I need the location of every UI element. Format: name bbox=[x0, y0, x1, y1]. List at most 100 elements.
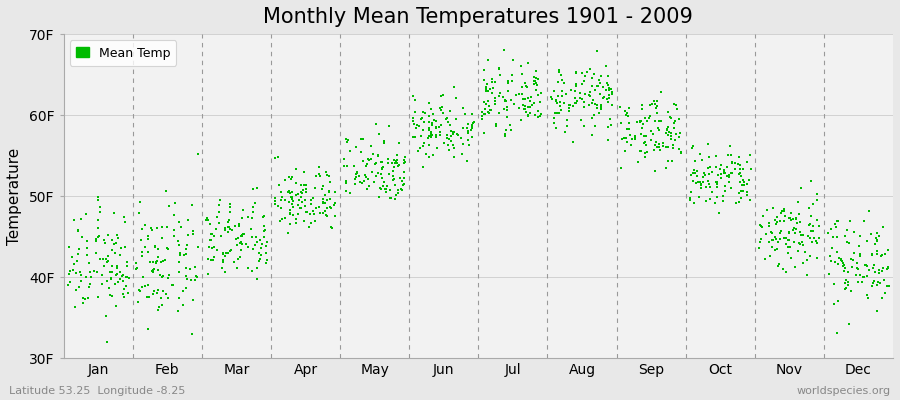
Point bbox=[303, 197, 318, 203]
Point bbox=[149, 290, 164, 296]
Point bbox=[656, 143, 670, 149]
Point bbox=[787, 216, 801, 222]
Point bbox=[492, 72, 507, 78]
Point bbox=[95, 271, 110, 278]
Point bbox=[569, 69, 583, 76]
Point bbox=[235, 232, 249, 238]
Point bbox=[233, 239, 248, 246]
Point bbox=[324, 224, 338, 230]
Point bbox=[253, 237, 267, 243]
Point bbox=[692, 193, 706, 200]
Point bbox=[477, 130, 491, 136]
Point bbox=[120, 262, 134, 269]
Point bbox=[534, 111, 548, 118]
Point bbox=[779, 241, 794, 247]
Point bbox=[274, 196, 288, 203]
Point bbox=[842, 240, 856, 246]
Point bbox=[503, 122, 517, 128]
Point bbox=[485, 90, 500, 96]
Point bbox=[664, 136, 679, 142]
Point bbox=[385, 160, 400, 166]
Point bbox=[84, 274, 98, 280]
Point bbox=[236, 207, 250, 214]
Point bbox=[395, 182, 410, 188]
Point bbox=[180, 242, 194, 248]
Point bbox=[592, 91, 607, 98]
Point bbox=[791, 248, 806, 255]
Point bbox=[362, 183, 376, 189]
Point bbox=[257, 234, 272, 240]
Point bbox=[787, 239, 801, 245]
Point bbox=[734, 172, 748, 179]
Point bbox=[378, 185, 392, 192]
Point bbox=[179, 251, 194, 257]
Point bbox=[62, 279, 77, 285]
Point bbox=[243, 226, 257, 233]
Point bbox=[770, 218, 785, 225]
Point bbox=[768, 233, 782, 240]
Point bbox=[417, 140, 431, 147]
Point bbox=[548, 98, 562, 105]
Point bbox=[781, 229, 796, 235]
Point bbox=[232, 240, 247, 246]
Point bbox=[562, 108, 577, 114]
Point bbox=[416, 109, 430, 115]
Point bbox=[792, 240, 806, 246]
Point bbox=[869, 234, 884, 241]
Point bbox=[765, 236, 779, 243]
Point bbox=[235, 214, 249, 221]
Point bbox=[653, 89, 668, 96]
Point bbox=[365, 151, 380, 157]
Point bbox=[282, 199, 296, 205]
Point bbox=[321, 188, 336, 194]
Point bbox=[217, 224, 231, 231]
Point bbox=[237, 231, 251, 238]
Point bbox=[660, 127, 674, 133]
Point bbox=[880, 266, 895, 272]
Point bbox=[577, 122, 591, 129]
Point bbox=[844, 288, 859, 294]
Point bbox=[514, 63, 528, 69]
Point bbox=[776, 266, 790, 272]
Point bbox=[522, 98, 536, 104]
Point bbox=[842, 217, 857, 224]
Point bbox=[267, 195, 282, 201]
Point bbox=[555, 92, 570, 99]
Point bbox=[782, 244, 796, 251]
Point bbox=[523, 94, 537, 100]
Point bbox=[614, 165, 628, 171]
Point bbox=[151, 267, 166, 273]
Point bbox=[488, 95, 502, 101]
Point bbox=[627, 134, 642, 141]
Point bbox=[734, 188, 749, 194]
Point bbox=[361, 175, 375, 182]
Point bbox=[653, 118, 668, 124]
Point bbox=[303, 210, 318, 217]
Point bbox=[554, 106, 568, 113]
Point bbox=[788, 215, 803, 221]
Point bbox=[67, 216, 81, 223]
Point bbox=[101, 253, 115, 259]
Point bbox=[459, 125, 473, 132]
Point bbox=[488, 101, 502, 108]
Point bbox=[271, 154, 285, 160]
Point bbox=[574, 80, 589, 87]
Point bbox=[372, 130, 386, 137]
Point bbox=[251, 250, 266, 256]
Point bbox=[620, 138, 634, 145]
Point bbox=[547, 88, 562, 94]
Point bbox=[860, 292, 874, 298]
Point bbox=[228, 223, 242, 229]
Point bbox=[833, 256, 848, 262]
Point bbox=[736, 177, 751, 183]
Point bbox=[306, 208, 320, 214]
Point bbox=[61, 270, 76, 277]
Point bbox=[360, 186, 374, 192]
Point bbox=[346, 162, 361, 169]
Point bbox=[743, 197, 758, 204]
Point bbox=[429, 118, 444, 124]
Point bbox=[348, 174, 363, 180]
Point bbox=[878, 251, 893, 257]
Point bbox=[374, 185, 388, 191]
Point bbox=[149, 260, 164, 266]
